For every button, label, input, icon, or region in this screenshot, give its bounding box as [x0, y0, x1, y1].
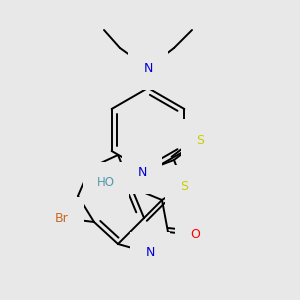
Text: O: O [190, 229, 200, 242]
Text: N: N [137, 166, 147, 178]
Text: HO: HO [97, 176, 115, 190]
Text: N: N [143, 61, 153, 74]
Text: N: N [145, 247, 155, 260]
Text: S: S [196, 134, 204, 146]
Text: S: S [180, 179, 188, 193]
Text: Br: Br [55, 212, 69, 224]
